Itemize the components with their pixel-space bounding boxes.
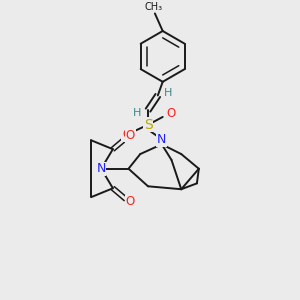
Text: S: S: [144, 118, 152, 132]
Text: N: N: [97, 162, 106, 175]
Text: H: H: [164, 88, 173, 98]
Text: CH₃: CH₃: [145, 2, 163, 12]
Text: O: O: [126, 129, 135, 142]
Text: O: O: [122, 128, 131, 141]
Text: O: O: [167, 106, 176, 119]
Text: H: H: [133, 108, 142, 118]
Text: O: O: [126, 195, 135, 208]
Text: N: N: [157, 133, 166, 146]
